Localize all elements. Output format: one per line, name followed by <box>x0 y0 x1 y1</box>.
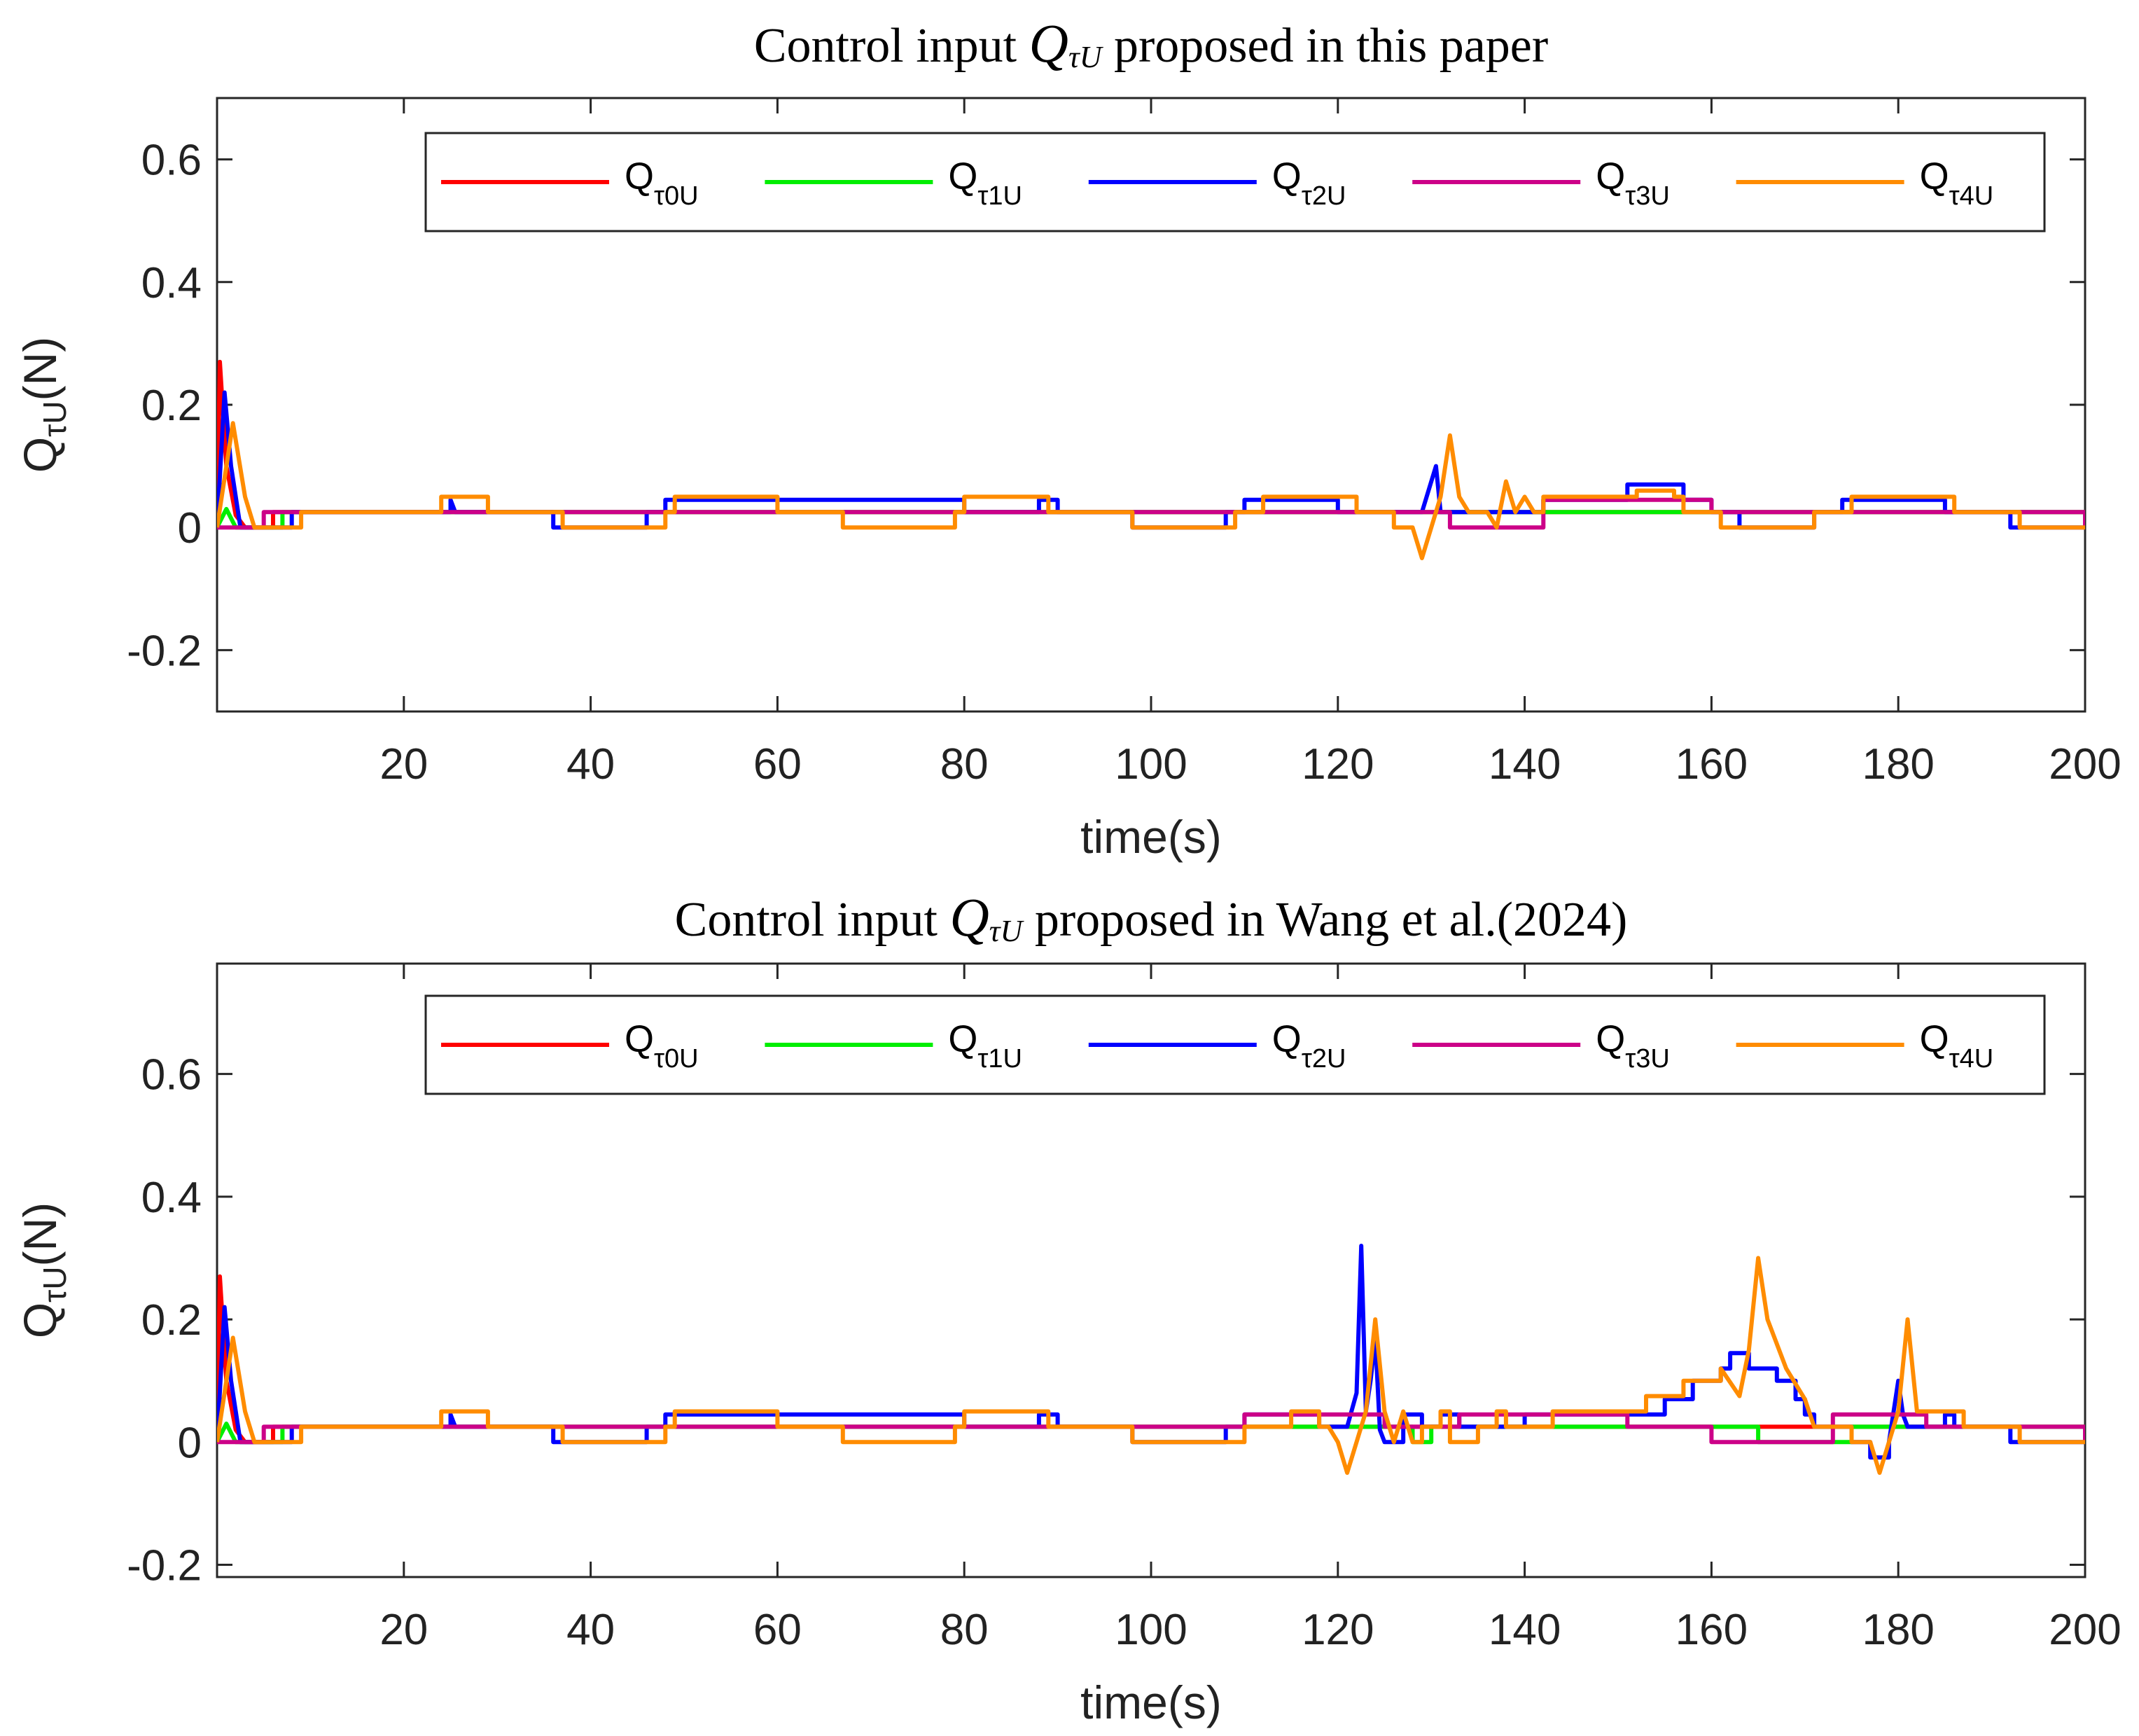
y-axis-label-unit: (N) <box>14 337 66 401</box>
x-tick-label: 200 <box>2049 1606 2121 1654</box>
legend-label-τ2u: Qτ2U <box>1272 155 1346 211</box>
y-tick-label: -0.2 <box>127 1541 202 1590</box>
legend-label-τ2u: Qτ2U <box>1272 1018 1346 1074</box>
y-tick-label: 0.2 <box>141 382 202 430</box>
y-tick-label: 0 <box>178 504 202 553</box>
x-tick-label: 40 <box>566 1606 615 1654</box>
x-tick-label: 60 <box>753 1606 802 1654</box>
chart-title-suffix: proposed in Wang et al.(2024) <box>1022 893 1627 947</box>
legend-label-subscript: τ4U <box>1949 1044 1994 1074</box>
x-axis-label: time(s) <box>1080 811 1222 863</box>
y-axis-label-subscript: τU <box>36 1266 73 1302</box>
legend-label-subscript: τ0U <box>654 1044 699 1074</box>
y-tick-label: 0.6 <box>141 137 202 185</box>
x-tick-label: 120 <box>1302 740 1374 789</box>
x-tick-label: 160 <box>1675 740 1748 789</box>
x-tick-label: 80 <box>940 740 989 789</box>
legend-label-main: Q <box>625 1018 654 1060</box>
y-axis-label: QτU(N) <box>14 1202 73 1338</box>
chart-title-prefix: Control input <box>754 19 1029 73</box>
legend-label-τ1u: Qτ1U <box>948 1018 1022 1074</box>
legend-label-τ3u: Qτ3U <box>1596 1018 1670 1074</box>
x-tick-label: 100 <box>1115 740 1187 789</box>
legend-label-main: Q <box>1272 1018 1302 1060</box>
x-axis-label: time(s) <box>1080 1676 1222 1728</box>
legend-label-subscript: τ0U <box>654 181 699 211</box>
legend-label-main: Q <box>1596 1018 1625 1060</box>
chart-title-symbol: Q <box>1029 13 1068 74</box>
series-line-τ4u <box>217 421 2085 560</box>
x-tick-label: 200 <box>2049 740 2121 789</box>
y-tick-label: 0.2 <box>141 1296 202 1345</box>
y-axis-label: QτU(N) <box>14 337 73 473</box>
legend-label-subscript: τ1U <box>977 181 1022 211</box>
x-tick-label: 20 <box>379 1606 428 1654</box>
x-tick-label: 20 <box>379 740 428 789</box>
x-tick-label: 140 <box>1489 1606 1561 1654</box>
legend: Qτ0U Qτ1U Qτ2U Qτ3U Qτ4U <box>424 132 2046 232</box>
legend-label-subscript: τ2U <box>1302 1044 1346 1074</box>
chart-title-symbol: Q <box>949 887 989 947</box>
y-axis-label-subscript: τU <box>36 401 73 436</box>
legend-label-main: Q <box>1272 155 1302 197</box>
y-axis-label-main: Q <box>14 437 66 473</box>
chart-title-prefix: Control input <box>675 893 950 947</box>
y-tick-label: 0.4 <box>141 1174 202 1222</box>
legend-label-subscript: τ3U <box>1625 181 1670 211</box>
legend-label-τ0u: Qτ0U <box>625 155 699 211</box>
y-axis-label-main: Q <box>14 1303 66 1338</box>
chart-proposed: Control input QτU proposed in this paper… <box>14 13 2121 863</box>
x-tick-label: 180 <box>1862 740 1934 789</box>
chart-title: Control input QτU proposed in this paper <box>754 13 1548 74</box>
y-tick-label: -0.2 <box>127 627 202 675</box>
x-tick-label: 80 <box>940 1606 989 1654</box>
legend-label-τ1u: Qτ1U <box>948 155 1022 211</box>
x-tick-label: 180 <box>1862 1606 1934 1654</box>
x-tick-label: 120 <box>1302 1606 1374 1654</box>
y-tick-label: 0.4 <box>141 259 202 307</box>
legend-label-subscript: τ2U <box>1302 181 1346 211</box>
legend-label-subscript: τ1U <box>977 1044 1022 1074</box>
series-line-τ4u <box>217 1256 2085 1475</box>
x-tick-label: 40 <box>566 740 615 789</box>
x-tick-label: 160 <box>1675 1606 1748 1654</box>
legend-label-main: Q <box>948 155 977 197</box>
legend-label-main: Q <box>1920 155 1949 197</box>
legend-label-subscript: τ4U <box>1949 181 1994 211</box>
legend: Qτ0U Qτ1U Qτ2U Qτ3U Qτ4U <box>424 994 2046 1095</box>
chart-title-symbol-subscript: τU <box>989 914 1025 948</box>
legend-label-main: Q <box>1596 155 1625 197</box>
legend-label-main: Q <box>1920 1018 1949 1060</box>
chart-title-suffix: proposed in this paper <box>1102 19 1549 73</box>
series-group <box>217 1244 2085 1475</box>
chart-title: Control input QτU proposed in Wang et al… <box>675 887 1628 948</box>
legend-label-τ0u: Qτ0U <box>625 1018 699 1074</box>
y-axis-label-unit: (N) <box>14 1202 66 1267</box>
chart-title-symbol-subscript: τU <box>1068 40 1104 74</box>
legend-label-τ3u: Qτ3U <box>1596 155 1670 211</box>
legend-label-τ4u: Qτ4U <box>1920 155 1994 211</box>
legend-label-subscript: τ3U <box>1625 1044 1670 1074</box>
x-tick-label: 60 <box>753 740 802 789</box>
y-tick-label: 0 <box>178 1419 202 1467</box>
x-tick-label: 140 <box>1489 740 1561 789</box>
y-tick-label: 0.6 <box>141 1051 202 1099</box>
x-tick-label: 100 <box>1115 1606 1187 1654</box>
legend-label-τ4u: Qτ4U <box>1920 1018 1994 1074</box>
series-group <box>217 359 2085 560</box>
chart-wang-2024: Control input QτU proposed in Wang et al… <box>14 887 2121 1728</box>
legend-label-main: Q <box>948 1018 977 1060</box>
legend-label-main: Q <box>625 155 654 197</box>
